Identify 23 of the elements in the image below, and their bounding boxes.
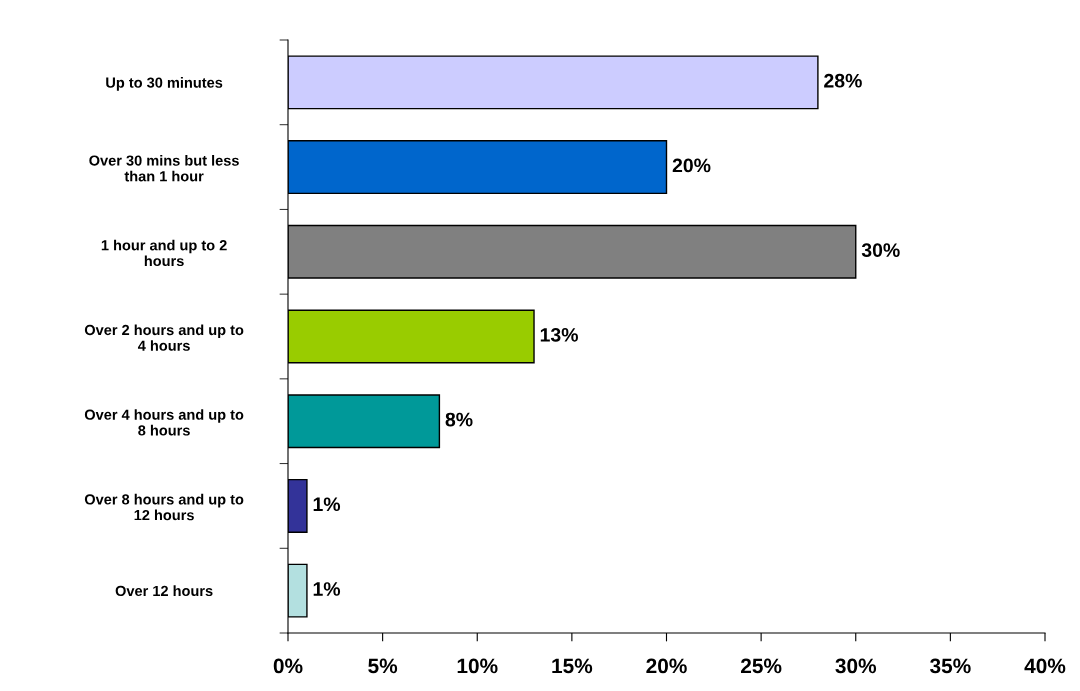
y-tick-label: 1 hour and up to 2 hours (101, 239, 227, 267)
x-tick-label: 15% (552, 658, 593, 674)
data-label: 30% (861, 243, 900, 258)
y-tick-label: Over 8 hours and up to 12 hours (84, 493, 244, 521)
y-tick-label: Over 12 hours (115, 585, 213, 597)
data-label: 1% (313, 582, 341, 596)
data-label: 1% (313, 497, 341, 512)
x-tick-label: 35% (930, 658, 971, 674)
data-label: 8% (445, 412, 473, 427)
x-tick-label: 25% (741, 658, 782, 674)
y-tick-label: Over 4 hours and up to 8 hours (84, 409, 244, 436)
y-tick-label: Over 30 mins but less than 1 hour (89, 154, 239, 182)
x-tick-label: 10% (457, 658, 498, 674)
data-label: 20% (672, 158, 711, 173)
x-tick-label: 0% (273, 658, 303, 674)
y-tick-label: Up to 30 minutes (106, 77, 223, 91)
data-label: 13% (540, 327, 578, 342)
y-tick-label: Over 2 hours and up to 4 hours (84, 324, 244, 351)
x-tick-label: 30% (835, 658, 877, 674)
x-tick-label: 40% (1024, 658, 1066, 674)
x-tick-label: 20% (646, 658, 687, 674)
x-tick-label: 5% (368, 658, 398, 674)
data-label: 28% (824, 73, 862, 88)
